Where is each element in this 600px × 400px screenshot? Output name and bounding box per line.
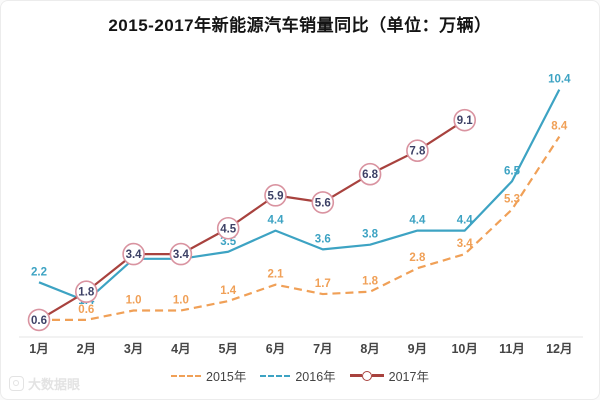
chart-title: 2015-2017年新能源汽车销量同比（单位：万辆） — [108, 16, 492, 35]
svg-text:6月: 6月 — [266, 342, 285, 356]
svg-text:1.0: 1.0 — [126, 295, 142, 307]
watermark-logo-icon — [9, 376, 24, 391]
svg-text:8月: 8月 — [360, 342, 379, 356]
legend-item-2016: 2016年 — [260, 366, 336, 385]
svg-text:2.8: 2.8 — [409, 252, 426, 264]
svg-text:5月: 5月 — [218, 342, 237, 356]
svg-text:0.6: 0.6 — [78, 304, 94, 316]
legend-2017-circle-line-icon — [349, 370, 384, 381]
svg-text:6.8: 6.8 — [362, 169, 379, 181]
svg-text:5.9: 5.9 — [268, 190, 284, 202]
svg-text:2.2: 2.2 — [31, 266, 47, 278]
chart-legend: 2015年 2016年 2017年 — [1, 366, 599, 385]
svg-text:10.4: 10.4 — [548, 74, 571, 86]
svg-text:4月: 4月 — [171, 342, 190, 356]
svg-text:3.6: 3.6 — [315, 233, 331, 245]
legend-2016-dashed-line-icon — [260, 374, 291, 377]
svg-text:4.4: 4.4 — [457, 215, 474, 227]
legend-2017-label: 2017年 — [388, 370, 429, 384]
svg-text:4.4: 4.4 — [409, 215, 426, 227]
svg-text:1.4: 1.4 — [220, 285, 237, 297]
svg-text:4.5: 4.5 — [220, 223, 237, 235]
svg-text:8.4: 8.4 — [551, 121, 568, 133]
svg-text:3.8: 3.8 — [362, 229, 379, 241]
svg-text:4.4: 4.4 — [268, 215, 285, 227]
svg-text:3.4: 3.4 — [126, 249, 143, 261]
watermark: 大数据眼 — [9, 374, 80, 393]
svg-text:10月: 10月 — [451, 342, 477, 356]
legend-2015-label: 2015年 — [206, 370, 247, 384]
svg-text:5.3: 5.3 — [504, 193, 520, 205]
legend-item-2017: 2017年 — [349, 366, 429, 385]
svg-text:9.1: 9.1 — [457, 115, 474, 127]
watermark-text: 大数据眼 — [28, 377, 81, 392]
svg-text:5.6: 5.6 — [315, 197, 331, 209]
svg-text:2.1: 2.1 — [268, 269, 285, 281]
legend-2016-label: 2016年 — [295, 370, 336, 384]
legend-item-2015: 2015年 — [171, 366, 246, 385]
legend-2015-dashed-line-icon — [171, 374, 202, 377]
svg-text:1.7: 1.7 — [315, 278, 331, 290]
svg-text:3.4: 3.4 — [173, 249, 190, 261]
svg-text:1月: 1月 — [29, 342, 48, 356]
svg-text:1.0: 1.0 — [173, 295, 189, 307]
svg-text:11月: 11月 — [499, 342, 525, 356]
svg-text:9月: 9月 — [408, 342, 427, 356]
nev-sales-line-chart: 1月 2月 3月 4月 5月 6月 7月 8月 9月 10月 11月 12月 0.6 1.0 1.0 1.4 2… — [19, 74, 583, 356]
svg-text:2月: 2月 — [77, 342, 96, 356]
svg-text:3.4: 3.4 — [457, 238, 474, 250]
svg-text:7月: 7月 — [313, 342, 332, 356]
svg-text:7.8: 7.8 — [409, 146, 426, 158]
svg-text:1.8: 1.8 — [78, 287, 95, 299]
svg-text:0.6: 0.6 — [31, 315, 47, 327]
svg-text:3月: 3月 — [124, 342, 143, 356]
svg-text:6.5: 6.5 — [504, 165, 521, 177]
svg-text:12月: 12月 — [546, 342, 572, 356]
svg-text:1.8: 1.8 — [362, 276, 379, 288]
